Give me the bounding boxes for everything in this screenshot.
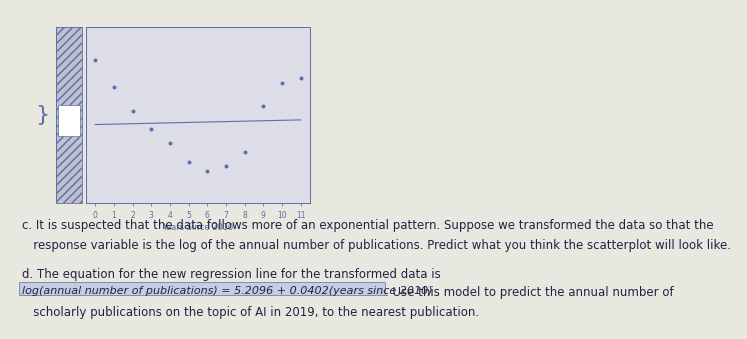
Text: scholarly publications on the topic of AI in 2019, to the nearest publication.: scholarly publications on the topic of A… — [22, 306, 480, 319]
X-axis label: Years Since 2010: Years Since 2010 — [162, 223, 234, 232]
Text: log(annual number of publications) = 5.2096 + 0.0402(years since 2010): log(annual number of publications) = 5.2… — [22, 286, 433, 296]
Text: }: } — [36, 105, 49, 125]
Bar — [58, 105, 80, 136]
Point — [294, 76, 306, 81]
Point — [238, 149, 250, 155]
Point — [164, 140, 176, 146]
Point — [201, 168, 214, 174]
Point — [220, 164, 232, 169]
Point — [257, 103, 269, 109]
Point — [126, 108, 139, 113]
Text: . Use this model to predict the annual number of: . Use this model to predict the annual n… — [385, 286, 673, 299]
Text: d. The equation for the new regression line for the transformed data is: d. The equation for the new regression l… — [22, 268, 441, 281]
Text: c. It is suspected that the data follows more of an exponential pattern. Suppose: c. It is suspected that the data follows… — [22, 219, 714, 232]
Point — [276, 80, 288, 85]
Point — [182, 159, 194, 164]
Point — [90, 57, 102, 62]
Point — [108, 85, 120, 90]
Point — [145, 126, 157, 132]
Text: response variable is the log of the annual number of publications. Predict what : response variable is the log of the annu… — [22, 239, 731, 252]
